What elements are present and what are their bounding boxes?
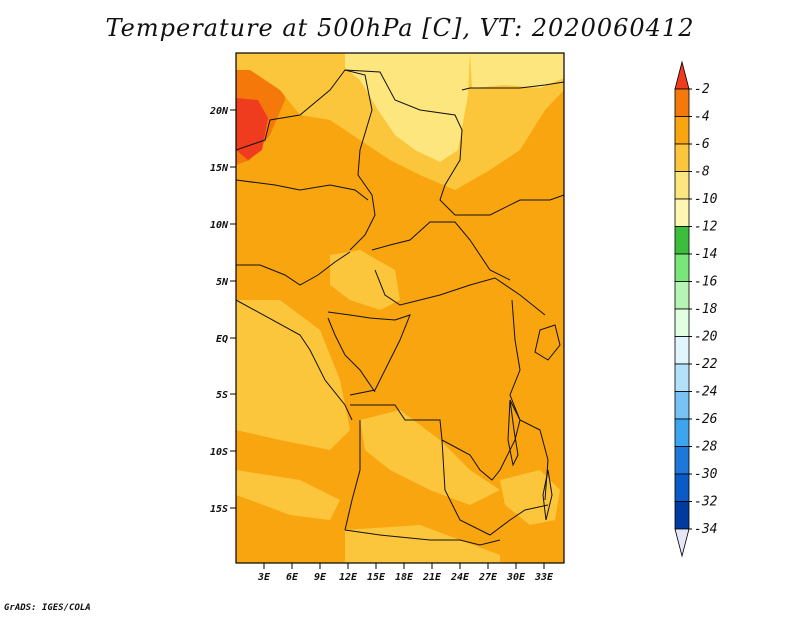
colorbar-segment xyxy=(674,336,690,365)
latitude-axis: 20N 15N 10N 5N EQ 5S 10S 15S xyxy=(209,106,236,515)
lon-label-15e: 15E xyxy=(367,572,386,583)
border-gabon xyxy=(327,317,376,393)
border-north-sahel xyxy=(236,69,564,216)
lat-label-15n: 15N xyxy=(210,163,229,174)
lon-label-21e: 21E xyxy=(422,572,442,583)
colorbar-label: -6 xyxy=(694,137,710,152)
lake-malawi xyxy=(542,469,553,521)
lon-label-6e: 6E xyxy=(286,572,299,583)
lon-label-12e: 12E xyxy=(339,572,358,583)
border-south xyxy=(344,529,501,546)
lat-label-5s: 5S xyxy=(216,390,228,401)
lake-victoria xyxy=(534,324,561,361)
lon-label-30e: 30E xyxy=(506,572,526,583)
colorbar-top-arrow xyxy=(674,60,690,90)
border-nigeria-south xyxy=(236,251,351,286)
coolest-region-northeast xyxy=(470,53,564,88)
chart-title: Temperature at 500hPa [C], VT: 202006041… xyxy=(105,14,695,42)
lon-label-3e: 3E xyxy=(257,572,271,583)
colorbar-segment xyxy=(674,88,690,117)
colorbar-label: -16 xyxy=(694,275,718,290)
colorbar-label: -26 xyxy=(694,412,718,427)
colorbar-label: -8 xyxy=(694,165,710,180)
colorbar-segment xyxy=(674,473,690,502)
coastline-west xyxy=(236,299,353,421)
colorbar-segment xyxy=(674,171,690,200)
colorbar-segment xyxy=(674,501,690,530)
colorbar-label: -32 xyxy=(694,495,718,510)
cool-region-south-coast xyxy=(345,525,500,563)
border-east-africa xyxy=(509,299,549,501)
border-congo xyxy=(327,311,411,396)
nile-border xyxy=(461,81,564,91)
lake-tanganyika xyxy=(507,399,519,467)
colorbar-segment xyxy=(674,143,690,172)
coolest-region-north xyxy=(345,53,470,162)
hot-spot-northwest xyxy=(236,98,268,160)
lat-label-15s: 15S xyxy=(210,504,228,515)
border-car xyxy=(371,221,511,281)
colorbar-segment xyxy=(674,363,690,392)
lat-label-5n: 5N xyxy=(216,277,229,288)
colorbar-label: -24 xyxy=(694,385,717,400)
colorbar-segment xyxy=(674,391,690,420)
colorbar-label: -12 xyxy=(694,220,718,235)
colorbar-segment xyxy=(674,281,690,310)
cool-band-south xyxy=(360,410,500,505)
colorbar-segment xyxy=(674,308,690,337)
lon-label-33e: 33E xyxy=(534,572,554,583)
border-angola-east xyxy=(344,420,361,531)
border-central-east xyxy=(374,269,546,316)
colorbar-label: -22 xyxy=(694,357,718,372)
lon-label-24e: 24E xyxy=(450,572,470,583)
colorbar-label: -18 xyxy=(694,302,718,317)
credit-text: GrADS: IGES/COLA xyxy=(4,603,91,613)
plot-frame xyxy=(235,52,565,564)
lat-label-20n: 20N xyxy=(209,106,229,117)
colorbar-segment xyxy=(674,198,690,227)
lon-label-9e: 9E xyxy=(314,572,327,583)
lat-label-10s: 10S xyxy=(210,447,228,458)
cool-band-west-coast xyxy=(236,300,350,450)
border-west-africa xyxy=(236,179,369,201)
colorbar-label: -20 xyxy=(694,330,718,345)
lon-label-18e: 18E xyxy=(395,572,414,583)
colorbar-label: -30 xyxy=(694,467,718,482)
colorbar-label: -14 xyxy=(694,247,717,262)
colorbar-segment xyxy=(674,418,690,447)
longitude-axis: 3E 6E 9E 12E 15E 18E 21E 24E 27E 30E 33E xyxy=(257,563,554,583)
lat-label-10n: 10N xyxy=(210,220,229,231)
colorbar-label: -4 xyxy=(694,110,710,125)
colorbar-bottom-arrow xyxy=(674,528,690,558)
colorbar-segment xyxy=(674,446,690,475)
colorbar-segment xyxy=(674,116,690,145)
colorbar-label: -2 xyxy=(694,82,710,97)
country-borders xyxy=(236,69,564,546)
cool-patch-central xyxy=(330,250,400,310)
colorbar: -2 -4 -6 -8 -10 -12 -14 -16 -18 -20 -22 -24 -26 -28 -3… xyxy=(674,60,718,558)
border-zambia xyxy=(441,439,549,536)
colorbar-label: -28 xyxy=(694,440,718,455)
lon-label-27e: 27E xyxy=(478,572,498,583)
border-chad-west xyxy=(344,69,376,251)
lat-label-eq: EQ xyxy=(216,334,228,345)
colorbar-segment xyxy=(674,253,690,282)
temperature-field xyxy=(236,53,564,563)
cool-band-southwest xyxy=(236,470,340,520)
colorbar-segment xyxy=(674,226,690,255)
colorbar-label: -34 xyxy=(694,522,717,537)
border-drc-south xyxy=(350,399,521,481)
colorbar-label: -10 xyxy=(694,192,718,207)
